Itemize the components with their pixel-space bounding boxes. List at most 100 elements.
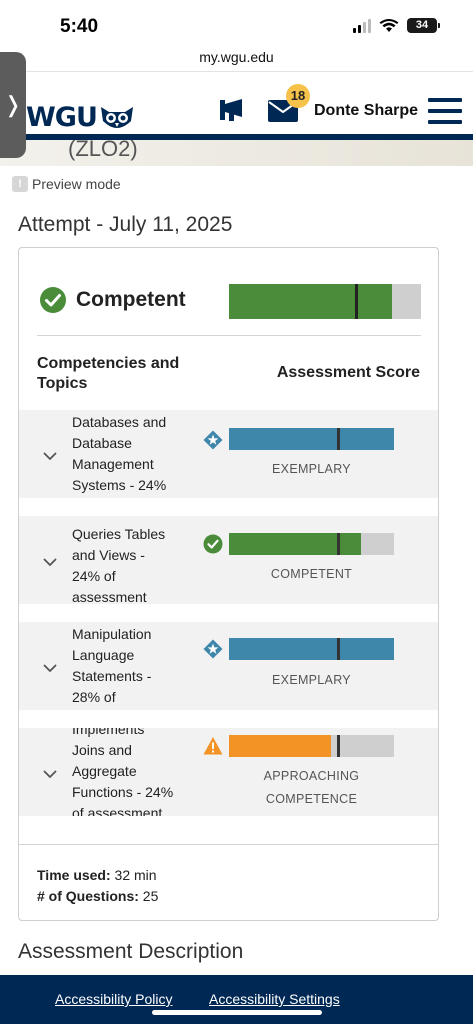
topic-cut-score-marker — [336, 428, 340, 450]
header-rule — [0, 134, 473, 140]
wgu-logo[interactable]: WGU — [26, 102, 135, 133]
question-count-value: 25 — [142, 888, 159, 904]
chevron-down-icon[interactable] — [43, 770, 57, 779]
time-used-value: 32 min — [114, 867, 157, 883]
star-badge-icon — [203, 430, 223, 450]
divider — [19, 844, 438, 845]
sidebar-toggle-chevron-icon[interactable]: ❭ — [0, 52, 26, 158]
messages-button[interactable]: 18 — [268, 84, 310, 127]
topic-name-line: Queries Tables — [72, 526, 166, 542]
topic-name: Queries Tables and Views - 24% of assessmen… — [72, 524, 192, 604]
topic-name-line: Statements - — [72, 668, 152, 684]
assessment-description-heading: Assessment Description — [18, 940, 244, 963]
status-bar: 5:40 34 — [0, 0, 473, 44]
overall-result: Competent — [39, 284, 421, 319]
topic-name-line: Databases and — [72, 414, 167, 430]
topic-score-fill — [229, 428, 394, 450]
topic-name: Manipulation Language Statements - 28% of — [72, 624, 192, 708]
accessibility-settings-link[interactable]: Accessibility Settings — [209, 991, 340, 1007]
preview-mode-label: Preview mode — [32, 176, 121, 192]
topic-level-line: APPROACHING — [263, 769, 360, 783]
topic-name-line: Systems - 24% — [72, 477, 167, 493]
topic-score-bar — [229, 735, 394, 757]
accessibility-policy-link[interactable]: Accessibility Policy — [55, 991, 173, 1007]
address-bar[interactable]: my.wgu.edu — [0, 44, 473, 72]
notification-badge: 18 — [286, 84, 310, 108]
topic-level-line: COMPETENCE — [265, 792, 358, 806]
hamburger-menu-icon[interactable] — [428, 98, 462, 124]
topic-level-label: EXEMPLARY — [229, 458, 394, 481]
topic-name-line: Aggregate — [72, 763, 137, 779]
question-count-label: # of Questions: — [37, 888, 139, 904]
topic-cut-score-marker — [336, 638, 340, 660]
megaphone-icon[interactable] — [218, 98, 246, 122]
competencies-column-header: Competencies and Topics — [37, 355, 180, 392]
chevron-down-icon[interactable] — [43, 452, 57, 461]
topic-level-label: COMPETENT — [229, 563, 394, 586]
topic-cut-score-marker — [336, 735, 340, 757]
attempt-title: Attempt - July 11, 2025 — [18, 213, 233, 236]
topic-name: Databases and Database Management Systems -… — [72, 412, 192, 496]
topic-name: Implements Joins and Aggregate Functions - … — [72, 728, 192, 816]
topic-level-line: COMPETENT — [270, 567, 353, 581]
topic-row[interactable]: Databases and Database Management Systems -… — [19, 410, 438, 498]
attempt-stats: Time used: 32 min # of Questions: 25 — [37, 865, 158, 907]
chevron-down-icon[interactable] — [43, 664, 57, 673]
battery-icon: 34 — [407, 18, 440, 33]
time-used: Time used: 32 min — [37, 865, 158, 886]
check-circle-icon — [203, 534, 223, 554]
overall-level: Competent — [76, 288, 186, 311]
topic-name-line: Functions - 24% — [72, 784, 174, 800]
cellular-signal-icon — [353, 18, 371, 33]
topic-name-line: Joins and — [72, 742, 132, 758]
attempt-results-card: Competent Competencies and Topics Assess… — [18, 247, 439, 921]
footer: Accessibility Policy Accessibility Setti… — [0, 975, 473, 1024]
chevron-down-icon[interactable] — [43, 558, 57, 567]
divider — [37, 335, 421, 336]
topic-name-line: 28% of — [72, 689, 116, 705]
topic-name-line: Implements — [72, 728, 145, 737]
topic-name-line: 24% of — [72, 568, 116, 584]
status-time: 5:40 — [60, 16, 99, 37]
topic-score-fill — [229, 533, 361, 555]
wifi-icon — [379, 18, 399, 32]
topic-score-bar — [229, 638, 394, 660]
overall-score-bar — [229, 284, 421, 319]
topics-list: Databases and Database Management Systems -… — [19, 408, 438, 818]
topic-level-line: EXEMPLARY — [272, 673, 351, 687]
question-count: # of Questions: 25 — [37, 886, 158, 907]
home-indicator[interactable] — [152, 1010, 322, 1015]
topic-cut-score-marker — [336, 533, 340, 555]
status-icons: 34 — [353, 18, 440, 33]
owl-logo-icon — [100, 106, 133, 128]
topic-level-line: EXEMPLARY — [272, 462, 351, 476]
topic-score-fill — [229, 735, 332, 757]
topic-row[interactable]: Implements Joins and Aggregate Functions - … — [19, 728, 438, 816]
topic-name-line: Database — [72, 435, 132, 451]
assessment-score-column-header: Assessment Score — [276, 364, 420, 381]
overall-cut-score-marker — [354, 284, 358, 319]
site-header: WGU 18 Donte Sharpe — [0, 72, 473, 136]
topic-name-line: assessment — [72, 589, 147, 604]
star-badge-icon — [203, 639, 223, 659]
logo-text: WGU — [26, 102, 98, 133]
topic-name-line: Language — [72, 647, 135, 663]
preview-mode-notice: ! Preview mode — [12, 176, 121, 192]
warning-icon — [203, 736, 223, 756]
check-circle-icon — [40, 287, 66, 313]
course-banner: (ZLO2) — [0, 140, 473, 166]
topic-row[interactable]: Queries Tables and Views - 24% of assessmen… — [19, 516, 438, 604]
topic-level-label: APPROACHING COMPETENCE — [229, 765, 394, 811]
info-icon: ! — [12, 176, 28, 192]
course-code: (ZLO2) — [68, 140, 138, 161]
topic-name-line: Manipulation — [72, 626, 152, 642]
topic-name-line: and Views - — [72, 547, 145, 563]
topic-score-fill — [229, 638, 394, 660]
topic-name-line: of assessment — [72, 805, 163, 816]
topic-row[interactable]: Manipulation Language Statements - 28% of EX… — [19, 622, 438, 710]
topic-name-line: Management — [72, 456, 154, 472]
topic-score-bar — [229, 533, 394, 555]
topic-level-label: EXEMPLARY — [229, 669, 394, 692]
user-name[interactable]: Donte Sharpe — [314, 102, 419, 119]
overall-score-fill — [229, 284, 393, 319]
